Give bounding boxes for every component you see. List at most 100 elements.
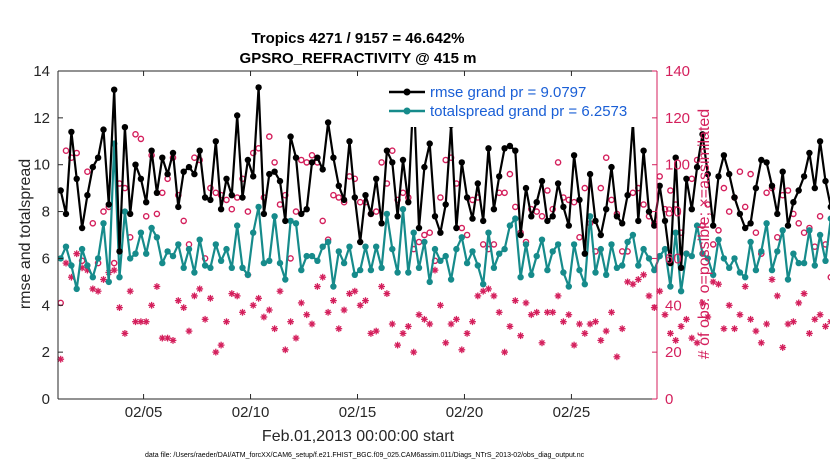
obs-possible-point — [153, 210, 161, 218]
rmse-point — [73, 175, 80, 182]
totalspread-point — [768, 266, 776, 274]
obs-assimilated-point — [592, 318, 599, 326]
obs-possible-point — [303, 159, 311, 166]
obs-assimilated-point — [148, 301, 155, 309]
totalspread-point — [148, 224, 155, 232]
obs-assimilated-point — [501, 348, 508, 356]
legend-spread-marker — [403, 107, 411, 115]
rmse-point — [191, 170, 198, 178]
obs-assimilated-point — [672, 337, 680, 344]
rmse-point — [496, 173, 503, 180]
rmse-point — [298, 210, 305, 218]
obs-possible-point — [110, 259, 118, 267]
rmse-point — [677, 264, 685, 271]
obs-assimilated-point — [757, 339, 765, 347]
obs-assimilated-stroke — [822, 323, 829, 330]
rmse-point — [62, 210, 70, 218]
obs-assimilated-stroke — [635, 276, 642, 283]
totalspread-point — [736, 269, 744, 276]
obs-possible-point — [741, 203, 749, 211]
obs-assimilated-point — [276, 287, 284, 295]
rmse-point — [314, 154, 321, 161]
totalspread-point — [790, 250, 797, 257]
obs-assimilated-point — [800, 290, 808, 297]
totalspread-point — [121, 208, 129, 215]
totalspread-point — [693, 222, 701, 229]
rmse-point — [811, 184, 818, 192]
obs-possible-point — [132, 130, 139, 138]
obs-assimilated-stroke — [774, 293, 781, 299]
totalspread-point — [581, 281, 588, 288]
x-tick-label: 02/25 — [553, 404, 591, 421]
obs-assimilated-stroke — [790, 318, 797, 325]
rmse-point — [185, 163, 193, 171]
totalspread-point — [779, 227, 786, 234]
rmse-point — [250, 173, 257, 180]
obs-assimilated-stroke — [228, 290, 235, 297]
obs-possible-point — [490, 241, 498, 248]
rmse-point — [89, 163, 97, 171]
obs-assimilated-point — [137, 318, 145, 326]
rmse-point — [351, 194, 358, 201]
obs-assimilated-stroke — [405, 323, 412, 330]
obs-possible-point — [544, 187, 551, 194]
rmse-point — [795, 187, 802, 194]
obs-assimilated-stroke — [325, 309, 331, 316]
obs-possible-point — [158, 189, 166, 197]
obs-possible-point — [736, 168, 744, 175]
rmse-point — [324, 119, 332, 126]
obs-possible-point — [335, 194, 343, 201]
obs-assimilated-stroke — [624, 279, 631, 285]
chart-title-line2: GPSRO_REFRACTIVITY @ 415 m — [240, 50, 477, 67]
legend-rmse-marker — [403, 88, 411, 96]
rmse-point — [399, 156, 407, 164]
obs-possible-point — [233, 194, 241, 201]
rmse-point — [763, 159, 770, 166]
obs-assimilated-point — [164, 334, 171, 342]
rmse-point — [169, 149, 177, 157]
totalspread-point — [228, 264, 235, 271]
axes: 02/05 02/10 02/15 02/20 02/25024681012140204… — [33, 63, 690, 421]
obs-possible-point — [84, 168, 91, 175]
totalspread-point — [94, 255, 102, 262]
obs-possible-point — [330, 191, 337, 199]
x-tick-label: 02/20 — [446, 404, 484, 421]
rmse-point — [576, 196, 583, 204]
obs-assimilated-point — [110, 266, 118, 274]
obs-possible-point — [795, 219, 803, 227]
rmse-point — [710, 222, 717, 229]
obs-assimilated-stroke — [368, 330, 374, 337]
obs-assimilated-stroke — [565, 311, 572, 318]
rmse-point — [340, 196, 348, 204]
obs-assimilated-stroke — [191, 293, 198, 299]
obs-assimilated-point — [437, 301, 444, 309]
obs-assimilated-stroke — [560, 318, 567, 325]
y-tick-label-right: 120 — [665, 110, 690, 127]
obs-possible-point — [816, 212, 824, 220]
obs-assimilated-point — [747, 315, 754, 323]
rmse-point — [790, 199, 797, 206]
rmse-point — [357, 238, 364, 246]
obs-possible-point — [747, 170, 754, 178]
rmse-point — [715, 173, 722, 180]
totalspread-point — [191, 269, 198, 276]
obs-possible-point — [774, 233, 781, 241]
obs-assimilated-stroke — [100, 276, 107, 283]
totalspread-point — [314, 257, 321, 264]
obs-assimilated-point — [351, 287, 359, 295]
obs-possible-point — [576, 233, 583, 241]
rmse-point — [287, 133, 294, 140]
obs-assimilated-stroke — [426, 321, 433, 327]
y-axis-label-left: rmse and totalspread — [17, 159, 34, 309]
rmse-point — [116, 248, 123, 255]
totalspread-point — [677, 288, 685, 295]
totalspread-point — [153, 234, 161, 241]
obs-assimilated-stroke — [303, 311, 310, 318]
obs-assimilated-point — [827, 318, 830, 325]
obs-assimilated-stroke — [672, 337, 679, 344]
rmse-point — [720, 152, 728, 159]
rmse-point — [303, 206, 310, 213]
rmse-point — [271, 168, 278, 175]
obs-assimilated-point — [212, 348, 220, 356]
obs-assimilated-stroke — [475, 293, 481, 299]
